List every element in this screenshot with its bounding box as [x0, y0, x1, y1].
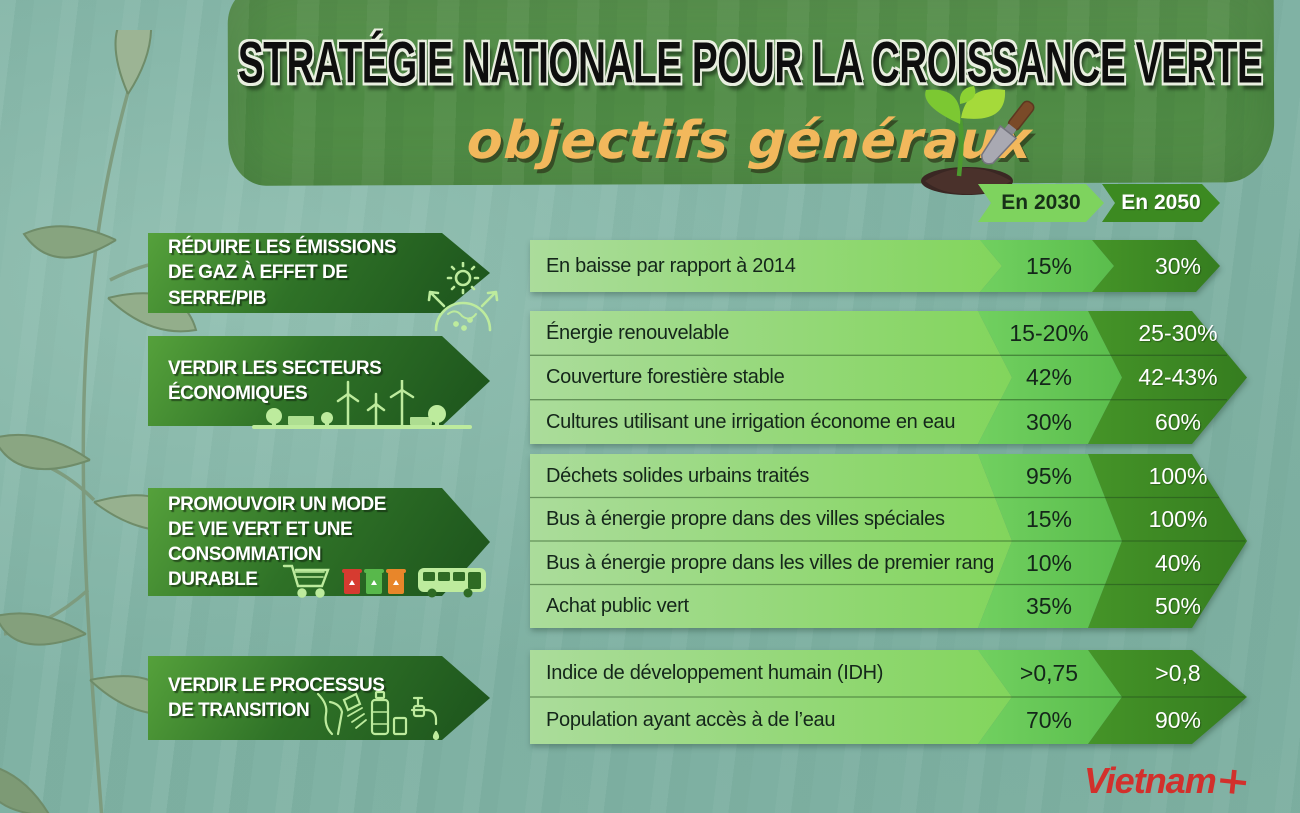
value-2050: >0,8 — [1155, 660, 1201, 686]
value-2050: 60% — [1154, 408, 1202, 435]
value-2030: 35% — [1025, 593, 1073, 619]
row-label: Bus à énergie propre dans les villes de … — [546, 551, 994, 574]
value-2030: 70% — [1025, 707, 1073, 733]
column-header-2050: En 2050 — [1102, 184, 1220, 222]
value-2050: 25-30% — [1138, 319, 1218, 346]
row-label: Couverture forestière stable — [546, 366, 785, 388]
cart-recycle-bins-bus-icon — [282, 564, 486, 598]
table-row: Énergie renouvelable 15-20% 25-30% — [530, 311, 1250, 355]
value-2030: 95% — [1025, 462, 1073, 489]
row-group-mode-de-vie: Déchets solides urbains traités 95% 100%… — [530, 454, 1250, 628]
row-group-emissions: En baisse par rapport à 2014 15% 30% — [530, 240, 1250, 292]
row-label: Indice de développement humain (IDH) — [546, 662, 884, 684]
value-2050: 90% — [1154, 707, 1202, 733]
value-2030: >0,75 — [1019, 660, 1079, 686]
value-2050: 42-43% — [1138, 364, 1218, 390]
table-row: Bus à énergie propre dans des villes spé… — [530, 498, 1250, 541]
logo-text: Vietnam — [1084, 760, 1217, 801]
value-2050: 100% — [1148, 462, 1208, 489]
value-2050: 40% — [1154, 549, 1202, 576]
value-2030: 30% — [1025, 408, 1073, 435]
value-2030: 15% — [1025, 252, 1073, 279]
value-2030: 15-20% — [1009, 319, 1089, 346]
wind-turbines-landscape-icon — [252, 380, 472, 429]
banner-verdir-transition: VERDIR LE PROCESSUS DE TRANSITION — [148, 656, 490, 740]
value-2030: 42% — [1025, 364, 1073, 390]
row-label: Population ayant accès à de l’eau — [546, 709, 836, 731]
table-row: Couverture forestière stable 42% 42-43% — [530, 355, 1250, 400]
table-row: Déchets solides urbains traités 95% 100% — [530, 454, 1250, 498]
banner-label: VERDIR LES SECTEURS ÉCONOMIQUES — [168, 357, 382, 404]
group-arrow-background — [530, 650, 1247, 744]
drinking-water-bottle-tap-icon — [316, 690, 440, 740]
value-2050: 30% — [1154, 252, 1202, 279]
row-label: Bus à énergie propre dans des villes spé… — [546, 508, 945, 530]
value-2050: 100% — [1148, 506, 1208, 532]
value-2030: 10% — [1025, 549, 1073, 576]
table-row: Indice de développement humain (IDH) >0,… — [530, 650, 1250, 697]
banner-label: VERDIR LE PROCESSUS DE TRANSITION — [168, 674, 385, 721]
group-arrow-background — [530, 240, 1220, 292]
table-row: Achat public vert 35% 50% — [530, 585, 1250, 628]
row-label: Déchets solides urbains traités — [546, 464, 810, 487]
banner-reduire-emissions: RÉDUIRE LES ÉMISSIONS DE GAZ À EFFET DE … — [148, 233, 490, 313]
table-row: Cultures utilisant une irrigation économ… — [530, 400, 1250, 444]
value-2030: 15% — [1025, 506, 1073, 532]
globe-sun-arrows-icon — [427, 262, 499, 332]
row-label: Énergie renouvelable — [546, 321, 730, 344]
column-header-2030-label: En 2030 — [1001, 191, 1081, 214]
value-2050: 50% — [1154, 593, 1202, 619]
row-group-secteurs: Énergie renouvelable 15-20% 25-30% Couve… — [530, 311, 1250, 444]
vietnamplus-logo: Vietnam+ — [1084, 757, 1251, 804]
banner-label: RÉDUIRE LES ÉMISSIONS DE GAZ À EFFET DE … — [168, 237, 397, 309]
table-row: En baisse par rapport à 2014 15% 30% — [530, 240, 1250, 292]
column-header-2030: En 2030 — [978, 184, 1104, 222]
group-arrow-background — [530, 454, 1247, 628]
banner-label: PROMOUVOIR UN MODE DE VIE VERT ET UNE CO… — [168, 493, 386, 591]
table-row: Bus à énergie propre dans les villes de … — [530, 541, 1250, 585]
column-header-2050-label: En 2050 — [1121, 191, 1201, 214]
logo-plus-icon: + — [1213, 757, 1252, 805]
group-arrow-background — [530, 311, 1247, 444]
row-label: En baisse par rapport à 2014 — [546, 254, 796, 277]
table-row: Population ayant accès à de l’eau 70% 90… — [530, 697, 1250, 744]
page-title: STRATÉGIE NATIONALE POUR LA CROISSANCE V… — [237, 31, 1263, 97]
row-label: Achat public vert — [546, 595, 689, 617]
header: STRATÉGIE NATIONALE POUR LA CROISSANCE V… — [230, 0, 1270, 190]
row-group-transition: Indice de développement humain (IDH) >0,… — [530, 650, 1250, 744]
sapling-trowel-illustration — [921, 86, 1035, 195]
row-label: Cultures utilisant une irrigation économ… — [546, 410, 956, 433]
